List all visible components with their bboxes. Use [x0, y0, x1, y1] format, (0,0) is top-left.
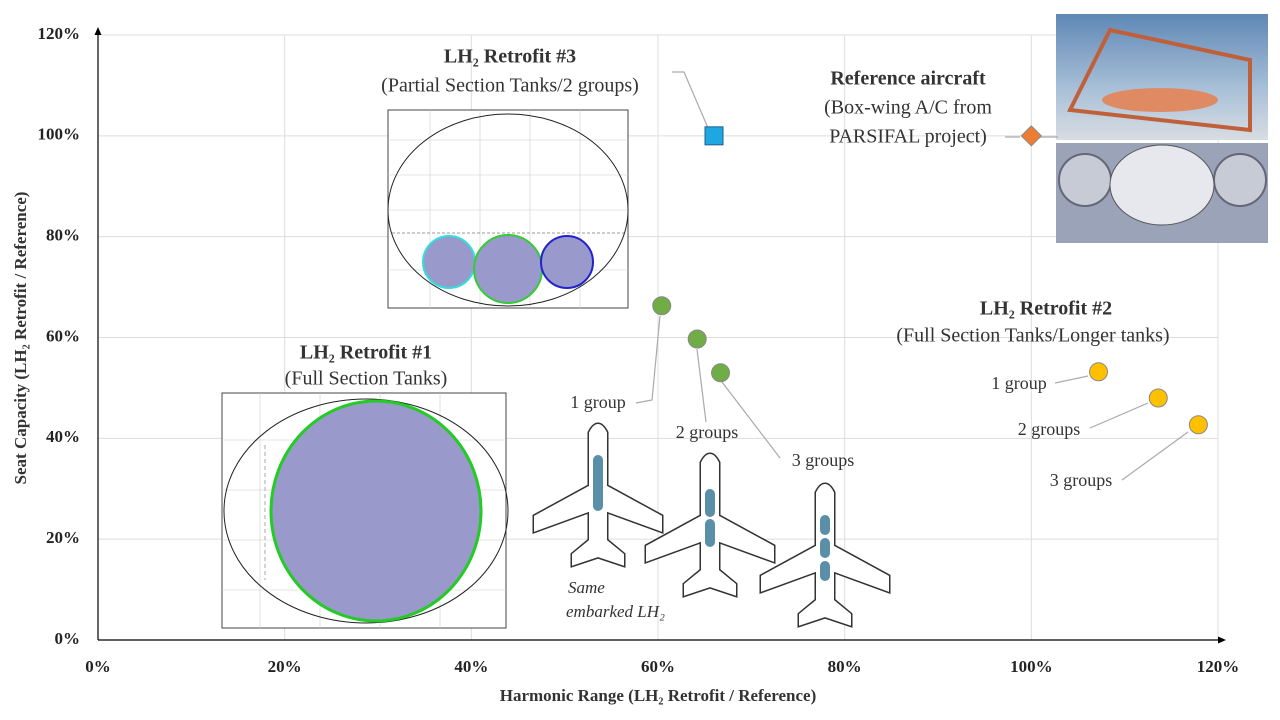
annotation-text: PARSIFAL project)	[829, 126, 987, 148]
y-axis-label: Seat Capacity (LH₂ Retrofit / Reference)	[11, 192, 30, 485]
point	[1089, 362, 1109, 382]
inset-retrofit-3	[387, 109, 629, 309]
y-axis-arrow	[94, 27, 102, 35]
point-label: 2 groups	[676, 422, 739, 442]
point	[1188, 415, 1208, 435]
annotation-title: LH₂ Retrofit #2	[980, 298, 1112, 320]
point-labels: 1 group 2 groups 3 groups 1 group 2 grou…	[570, 373, 1112, 490]
x-axis-arrow	[1218, 636, 1226, 644]
point	[687, 329, 707, 349]
annotation-title: LH₂ Retrofit #1	[300, 342, 432, 364]
y-tick-label: 80%	[46, 226, 80, 245]
y-tick-label: 100%	[38, 125, 81, 144]
point-label: 3 groups	[792, 450, 855, 470]
plane-2-groups	[648, 456, 772, 593]
point	[1020, 125, 1043, 147]
annotation-title: Reference aircraft	[830, 68, 986, 90]
y-tick-label: 0%	[55, 629, 81, 648]
y-tick-label: 120%	[38, 24, 81, 43]
y-tick-label: 40%	[46, 427, 80, 446]
x-axis-label: Harmonic Range (LH₂ Retrofit / Reference…	[500, 686, 817, 705]
y-tick-label: 60%	[46, 326, 80, 345]
x-tick-label: 120%	[1197, 657, 1240, 676]
x-tick-label: 0%	[85, 657, 111, 676]
reference-photo	[1056, 14, 1268, 243]
annotation-text: (Full Section Tanks)	[285, 368, 448, 390]
point	[652, 296, 672, 316]
leader-lines	[635, 71, 1189, 481]
point-label: 1 group	[991, 373, 1047, 393]
annotation-text: embarked LH₂	[566, 602, 665, 621]
x-tick-label: 40%	[454, 657, 488, 676]
x-tick-label: 100%	[1010, 657, 1053, 676]
x-tick-label: 20%	[268, 657, 302, 676]
x-tick-label: 60%	[641, 657, 675, 676]
x-tick-label: 80%	[828, 657, 862, 676]
y-tick-label: 20%	[46, 528, 80, 547]
annotation-title: LH₂ Retrofit #3	[444, 46, 576, 68]
annotation-text: (Partial Section Tanks/2 groups)	[381, 75, 639, 97]
inset-retrofit-1	[221, 392, 509, 629]
annotation-text: (Box-wing A/C from	[824, 97, 992, 119]
annotation-text: Same	[568, 578, 605, 597]
point-label: 2 groups	[1018, 419, 1081, 439]
point-label: 3 groups	[1050, 470, 1113, 490]
point	[704, 126, 724, 146]
point	[1148, 388, 1168, 408]
plane-1-group	[536, 426, 660, 563]
plane-3-groups	[763, 486, 887, 623]
point	[711, 363, 731, 383]
annotation-text: (Full Section Tanks/Longer tanks)	[896, 325, 1169, 347]
point-label: 1 group	[570, 392, 626, 412]
